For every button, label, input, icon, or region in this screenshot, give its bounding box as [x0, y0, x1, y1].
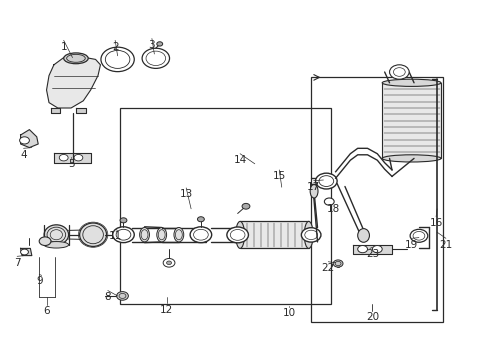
Ellipse shape [174, 228, 184, 242]
Ellipse shape [44, 242, 69, 248]
Circle shape [117, 292, 128, 300]
Ellipse shape [157, 228, 167, 242]
Text: 21: 21 [439, 240, 453, 250]
Ellipse shape [79, 223, 107, 247]
Bar [311, 77, 443, 322]
Circle shape [333, 260, 343, 267]
Text: 6: 6 [43, 306, 50, 316]
Circle shape [163, 258, 175, 267]
Polygon shape [21, 130, 38, 148]
Circle shape [316, 173, 337, 189]
Text: 17: 17 [307, 182, 320, 192]
Text: 19: 19 [405, 240, 418, 250]
Text: 16: 16 [429, 218, 443, 228]
Text: 4: 4 [20, 150, 27, 160]
Circle shape [167, 261, 172, 265]
Polygon shape [47, 56, 100, 108]
Polygon shape [353, 245, 392, 254]
Circle shape [101, 47, 134, 72]
Text: 1: 1 [60, 42, 67, 52]
Text: 7: 7 [14, 258, 21, 268]
Text: 22: 22 [321, 263, 335, 273]
Polygon shape [54, 153, 91, 163]
Ellipse shape [358, 229, 369, 242]
Text: 5: 5 [68, 159, 74, 169]
Ellipse shape [140, 228, 149, 242]
Circle shape [113, 227, 134, 243]
Polygon shape [21, 248, 32, 256]
Text: 13: 13 [179, 189, 193, 199]
Text: 11: 11 [108, 231, 122, 241]
Ellipse shape [304, 221, 313, 248]
Circle shape [372, 246, 382, 253]
Circle shape [190, 227, 212, 243]
Circle shape [197, 217, 204, 222]
Circle shape [59, 154, 68, 161]
Text: 9: 9 [36, 276, 43, 286]
Ellipse shape [382, 155, 441, 162]
Text: 14: 14 [233, 155, 247, 165]
Circle shape [120, 218, 127, 223]
Bar [120, 108, 331, 304]
Text: 3: 3 [148, 40, 155, 50]
Circle shape [142, 48, 170, 68]
Circle shape [39, 237, 51, 246]
Circle shape [242, 203, 250, 209]
Ellipse shape [44, 225, 69, 245]
Circle shape [227, 227, 248, 243]
Circle shape [157, 42, 163, 46]
Text: 12: 12 [160, 305, 173, 315]
Text: 2: 2 [112, 42, 119, 52]
Circle shape [410, 229, 428, 242]
Text: 8: 8 [104, 292, 111, 302]
Ellipse shape [310, 184, 318, 198]
Text: 15: 15 [272, 171, 286, 181]
Polygon shape [76, 108, 86, 113]
Text: 20: 20 [366, 312, 379, 322]
Polygon shape [51, 108, 60, 113]
Text: 18: 18 [326, 204, 340, 214]
Text: 23: 23 [366, 249, 379, 259]
Polygon shape [382, 83, 441, 158]
Ellipse shape [236, 221, 245, 248]
Circle shape [390, 65, 409, 79]
Circle shape [324, 198, 334, 205]
Bar [240, 221, 309, 248]
Text: 10: 10 [283, 308, 295, 318]
Circle shape [358, 246, 368, 253]
Circle shape [301, 228, 321, 242]
Circle shape [20, 137, 29, 144]
Circle shape [74, 154, 83, 161]
Circle shape [21, 249, 28, 255]
Ellipse shape [382, 79, 441, 86]
Ellipse shape [64, 53, 88, 64]
